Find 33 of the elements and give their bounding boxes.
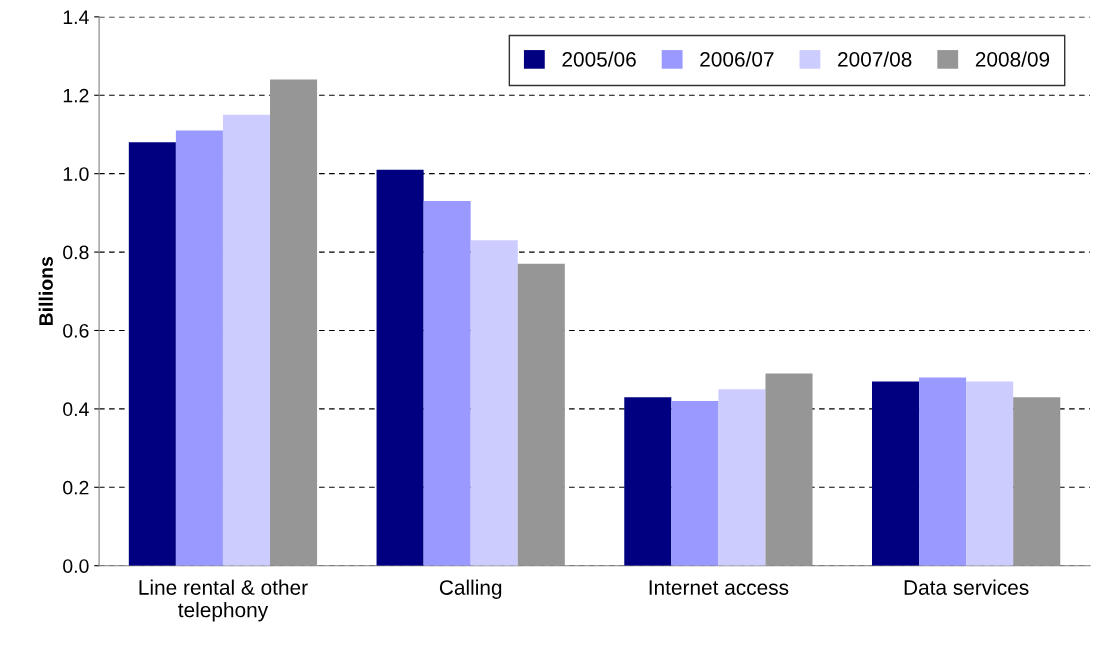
x-tick-label: Line rental & other telephony <box>139 579 308 622</box>
bar <box>671 401 719 566</box>
bar <box>966 381 1014 566</box>
bar <box>765 373 813 566</box>
legend-label: 2005/06 <box>562 51 636 67</box>
y-tick-label: 0.2 <box>63 480 89 495</box>
bar <box>128 142 176 566</box>
bar <box>517 263 565 566</box>
legend-label: 2008/09 <box>975 51 1050 67</box>
y-axis-title: Billions <box>38 256 53 326</box>
y-tick-label: 1.4 <box>63 10 89 24</box>
bar <box>423 201 471 566</box>
x-tick-label: Calling <box>439 579 502 600</box>
y-tick-label: 0.6 <box>63 323 89 338</box>
bar <box>871 381 920 566</box>
y-tick-label: 1.0 <box>63 167 89 181</box>
bar <box>270 79 318 566</box>
y-tick-label: 1.2 <box>63 88 89 103</box>
y-tick-label: 0.0 <box>63 559 89 573</box>
legend-label: 2006/07 <box>700 51 774 67</box>
y-tick-label: 0.8 <box>63 245 89 260</box>
bar <box>718 389 766 566</box>
bar <box>919 377 967 566</box>
legend-label: 2007/08 <box>838 51 912 67</box>
x-tick-label: Data services <box>904 579 1029 595</box>
bar <box>376 169 424 566</box>
bar <box>624 397 672 566</box>
bar <box>175 130 223 566</box>
bar <box>1013 397 1061 566</box>
x-tick-label: Internet access <box>649 580 789 595</box>
bar <box>470 240 518 566</box>
y-tick-label: 0.4 <box>63 402 89 417</box>
bar <box>222 114 271 566</box>
